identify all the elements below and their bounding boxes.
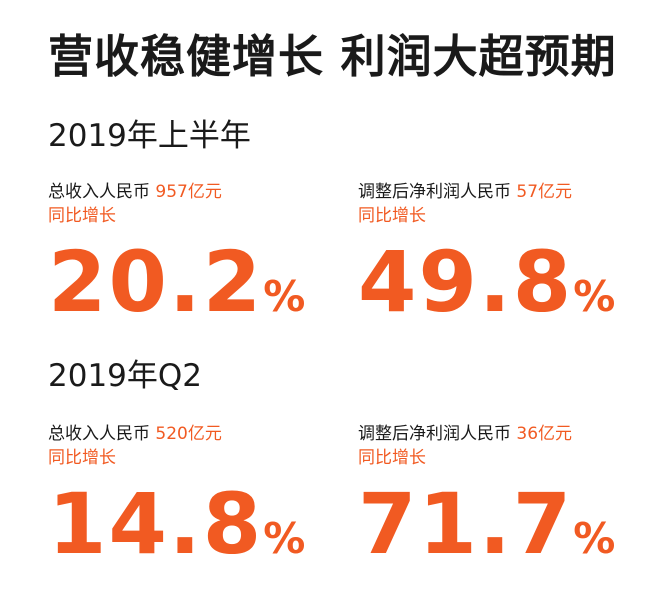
metric-growth-number: 20.2	[48, 233, 264, 331]
percent-sign: %	[263, 514, 306, 563]
percent-sign: %	[573, 514, 616, 563]
metric-label: 调整后净利润人民币	[358, 424, 511, 444]
section-title-2019-q2: 2019年Q2	[48, 358, 203, 394]
metric-h1-adjusted-net-profit: 调整后净利润人民币 57亿元 同比增长 49.8%	[358, 180, 658, 354]
metric-label-line: 调整后净利润人民币 36亿元	[358, 422, 658, 446]
metric-growth-label: 同比增长	[48, 206, 116, 226]
percent-sign: %	[263, 272, 306, 321]
metric-q2-adjusted-net-profit: 调整后净利润人民币 36亿元 同比增长 71.7%	[358, 422, 658, 596]
metric-growth-number: 71.7	[358, 475, 574, 573]
metric-label: 总收入人民币	[48, 182, 150, 202]
metric-label-line: 总收入人民币 957亿元	[48, 180, 348, 204]
metric-value: 57亿元	[516, 182, 573, 202]
metric-growth-figure: 14.8%	[48, 476, 348, 596]
metric-value: 957亿元	[155, 182, 222, 202]
metric-label: 总收入人民币	[48, 424, 150, 444]
percent-sign: %	[573, 272, 616, 321]
metric-growth-figure: 20.2%	[48, 234, 348, 354]
metric-growth-label: 同比增长	[358, 448, 426, 468]
metric-value: 520亿元	[155, 424, 222, 444]
section-title-2019-h1: 2019年上半年	[48, 118, 251, 154]
metric-growth-label: 同比增长	[48, 448, 116, 468]
metric-growth-figure: 49.8%	[358, 234, 658, 354]
metric-q2-total-revenue: 总收入人民币 520亿元 同比增长 14.8%	[48, 422, 348, 596]
metric-label: 调整后净利润人民币	[358, 182, 511, 202]
metric-growth-number: 49.8	[358, 233, 574, 331]
page-headline: 营收稳健增长 利润大超预期	[48, 30, 617, 83]
metric-growth-label: 同比增长	[358, 206, 426, 226]
metric-h1-total-revenue: 总收入人民币 957亿元 同比增长 20.2%	[48, 180, 348, 354]
metric-growth-number: 14.8	[48, 475, 264, 573]
metric-value: 36亿元	[516, 424, 573, 444]
metric-label-line: 总收入人民币 520亿元	[48, 422, 348, 446]
metric-label-line: 调整后净利润人民币 57亿元	[358, 180, 658, 204]
metric-growth-figure: 71.7%	[358, 476, 658, 596]
